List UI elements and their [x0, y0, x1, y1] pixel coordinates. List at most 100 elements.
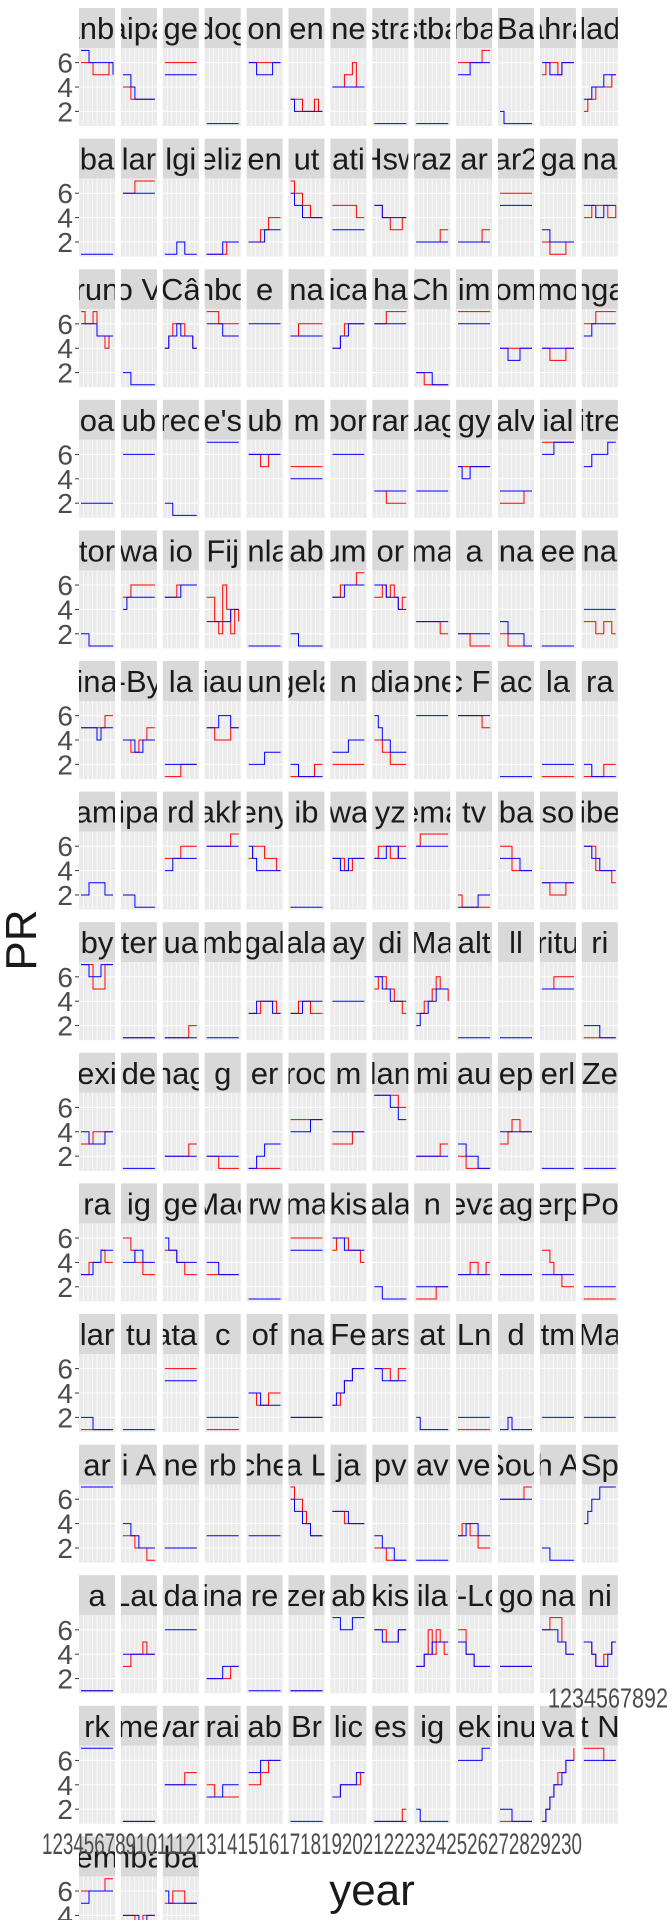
facet-strip [204, 922, 241, 963]
facet-strip [498, 1575, 534, 1616]
series-line-blue [206, 715, 239, 729]
facet-strip-label: ema [402, 795, 463, 830]
facet-strip-label: ut [294, 142, 320, 177]
facet-strip [162, 399, 199, 440]
facet-strip [288, 1052, 325, 1093]
facet-strip-label: mb [201, 925, 244, 960]
facet-strip [288, 1183, 325, 1224]
facet-strip-label: aipa [110, 11, 169, 46]
facet-strip [456, 1575, 493, 1616]
facet-strip-label: i A [122, 1448, 157, 1483]
facet-strip [288, 8, 325, 48]
series-line-blue [583, 845, 616, 872]
facet-strip [456, 1444, 493, 1485]
series-line-blue [122, 739, 155, 753]
y-tick-label: 2 [57, 1011, 73, 1042]
facet-strip-label: di [378, 925, 402, 960]
facet-strip [414, 530, 451, 571]
facet-strip-label: inu [495, 1709, 536, 1744]
series-line-blue [122, 372, 155, 386]
facet-strip-label: ra [83, 1186, 111, 1221]
y-tick-label: 6 [57, 831, 73, 862]
facet-strip-label: Jama [59, 795, 136, 830]
y-tick-label: 4 [57, 1900, 73, 1920]
facet-strip [498, 399, 534, 440]
facet-strip-label: me [117, 1709, 160, 1744]
facet-strip [414, 269, 451, 310]
facet-strip-label: che [240, 1448, 290, 1483]
y-tick-label: 4 [57, 1639, 73, 1670]
facet-strip-label: en [247, 142, 281, 177]
facet-strip [498, 1705, 534, 1746]
facet-strip-label: o V [116, 272, 163, 307]
facet-strip-label: lan [370, 1056, 411, 1091]
y-tick-label: 6 [57, 570, 73, 601]
x-axis-title: year [329, 1866, 415, 1915]
series-line-red [458, 1523, 491, 1549]
facet-strip-label: tm [541, 1317, 575, 1352]
facet-strip-label: c Fr [447, 664, 500, 699]
facet-strip [498, 8, 534, 48]
facet-strip [498, 530, 534, 571]
series-line-blue [458, 894, 491, 908]
facet-strip [498, 1183, 534, 1224]
facet-strip [162, 1836, 199, 1877]
y-tick-label: 2 [57, 1402, 73, 1433]
series-line-blue [248, 229, 281, 243]
series-line-blue [164, 323, 197, 349]
series-line-red [332, 204, 365, 219]
facet-strip-label: Mac [193, 1186, 252, 1221]
facet-strip-label: ne [331, 11, 365, 46]
facet-strip-label: eva [449, 1186, 500, 1221]
facet-strip-label: ig [127, 1186, 151, 1221]
y-tick-label: 4 [57, 72, 73, 103]
y-tick-label: 2 [57, 1272, 73, 1303]
facet-strip-label: Lau [113, 1578, 165, 1613]
series-line-blue [458, 1143, 491, 1169]
facet-strip [498, 791, 534, 832]
facet-strip-label: oa [80, 403, 115, 438]
series-line-blue [81, 633, 113, 647]
facet-strip [330, 1183, 367, 1224]
facet-strip-label: kis [371, 1578, 409, 1613]
facet-strip-label: at [419, 1317, 445, 1352]
facet-strip [414, 1444, 451, 1485]
facet-strip [79, 661, 115, 701]
facet-strip [79, 138, 115, 179]
series-line-blue [374, 976, 407, 1002]
facet-strip-label: ua [164, 925, 199, 960]
y-tick-label: 6 [57, 309, 73, 340]
facet-strip [498, 138, 534, 179]
facet-strip-label: ve [458, 1448, 491, 1483]
series-line-blue [416, 1808, 449, 1822]
facet-strip [204, 791, 241, 832]
facet-strip-label: roc [285, 1056, 328, 1091]
series-line-blue [541, 441, 574, 455]
facet-strip-label: ina [202, 1578, 244, 1613]
facet-strip [288, 661, 325, 701]
facet-strip [204, 269, 241, 310]
series-line-blue [332, 584, 365, 598]
facet-strip [539, 661, 576, 701]
series-line-blue [500, 857, 532, 872]
facet-strip-label: c [215, 1317, 231, 1352]
series-line-blue [583, 1025, 616, 1039]
series-line-blue [122, 1523, 155, 1549]
facet-strip [581, 922, 618, 963]
y-tick-label: 4 [57, 1770, 73, 1801]
facet-strip-label: wa [328, 795, 369, 830]
facet-strip [498, 1444, 534, 1485]
facet-strip [330, 8, 367, 48]
y-tick-label: 4 [57, 1117, 73, 1148]
facet-strip-label: e [256, 272, 273, 307]
facet-strip [120, 1705, 157, 1746]
series-line-blue [541, 62, 574, 76]
facet-strip [581, 399, 618, 440]
facet-strip [79, 922, 115, 963]
facet-strip-label: eliz [199, 142, 246, 177]
facet-strip-label: ma [411, 533, 455, 568]
facet-strip-label: av [416, 1448, 449, 1483]
facet-strip [330, 661, 367, 701]
facet-strip-label: ar [460, 142, 488, 177]
facet-strip [79, 399, 115, 440]
